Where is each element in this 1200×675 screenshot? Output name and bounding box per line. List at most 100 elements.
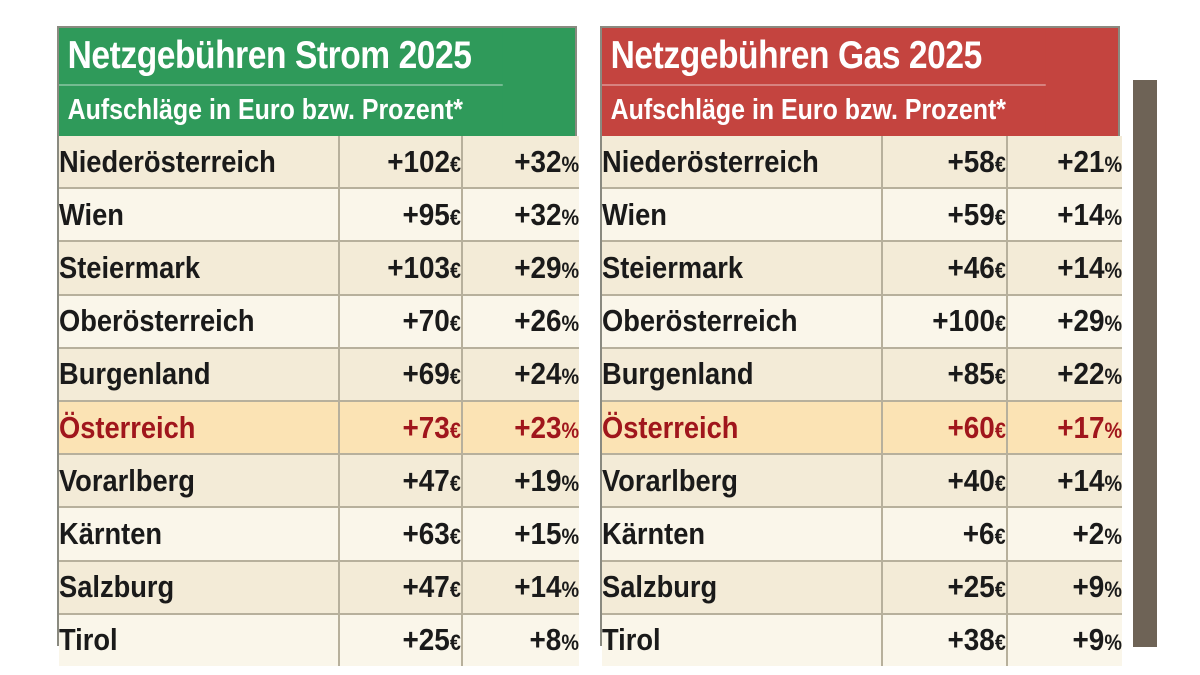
percent-value: +9 [1072, 569, 1105, 605]
strom-row: Niederösterreich +102€ +32% [59, 136, 579, 190]
percent-value: +32 [514, 143, 562, 179]
region-label: Oberösterreich [59, 303, 255, 339]
euro-value: +47 [402, 569, 450, 605]
euro-cell: +103€ [338, 240, 463, 296]
percent-value: +21 [1057, 143, 1105, 179]
region-cell: Vorarlberg [59, 453, 340, 509]
table-gas-body: Niederösterreich +58€ +21% Wien +59€ +14% Stei… [602, 136, 1122, 666]
percent-cell: +14% [1006, 187, 1122, 243]
euro-unit: € [449, 204, 461, 230]
euro-unit: € [449, 630, 461, 656]
euro-cell: +38€ [881, 612, 1008, 666]
euro-value: +59 [947, 196, 995, 232]
region-cell: Salzburg [602, 559, 883, 615]
euro-value: +58 [947, 143, 995, 179]
euro-value: +69 [402, 356, 450, 392]
euro-cell: +100€ [881, 293, 1008, 349]
strom-row: Steiermark +103€ +29% [59, 240, 579, 296]
percent-value: +14 [1057, 249, 1105, 285]
percent-value: +17 [1057, 409, 1105, 445]
euro-unit: € [449, 470, 461, 496]
percent-unit: % [1104, 364, 1122, 390]
percent-unit: % [1104, 470, 1122, 496]
euro-cell: +25€ [881, 559, 1008, 615]
percent-unit: % [561, 630, 579, 656]
percent-value: +9 [1072, 622, 1105, 658]
percent-value: +26 [514, 303, 562, 339]
percent-cell: +14% [1006, 453, 1122, 509]
percent-cell: +9% [1006, 612, 1122, 666]
gas-row: Steiermark +46€ +14% [602, 240, 1122, 296]
percent-unit: % [561, 257, 579, 283]
percent-value: +29 [514, 249, 562, 285]
percent-value: +8 [529, 622, 562, 658]
percent-cell: +24% [461, 346, 579, 402]
gas-row: Salzburg +25€ +9% [602, 559, 1122, 615]
euro-cell: +40€ [881, 453, 1008, 509]
euro-cell: +73€ [338, 399, 463, 456]
region-cell: Oberösterreich [602, 293, 883, 349]
percent-value: +19 [514, 462, 562, 498]
euro-cell: +59€ [881, 187, 1008, 243]
euro-value: +38 [947, 622, 995, 658]
region-label: Steiermark [602, 249, 744, 285]
euro-cell: +47€ [338, 453, 463, 509]
strom-row: Wien +95€ +32% [59, 187, 579, 243]
region-cell: Niederösterreich [602, 136, 883, 190]
region-cell: Wien [59, 187, 340, 243]
region-cell: Burgenland [602, 346, 883, 402]
percent-unit: % [561, 151, 579, 177]
region-label: Kärnten [602, 515, 706, 551]
strom-row: Vorarlberg +47€ +19% [59, 453, 579, 509]
euro-unit: € [994, 417, 1006, 443]
region-label: Salzburg [59, 569, 175, 605]
percent-value: +15 [514, 515, 562, 551]
percent-value: +32 [514, 196, 562, 232]
euro-unit: € [994, 311, 1006, 337]
region-cell: Steiermark [59, 240, 340, 296]
region-cell: Tirol [602, 612, 883, 666]
euro-cell: +85€ [881, 346, 1008, 402]
table-gas-header: Netzgebühren Gas 2025 Aufschläge in Euro… [602, 28, 1118, 136]
gas-row: Vorarlberg +40€ +14% [602, 453, 1122, 509]
euro-cell: +63€ [338, 506, 463, 562]
euro-unit: € [994, 257, 1006, 283]
strom-row: Salzburg +47€ +14% [59, 559, 579, 615]
region-cell: Kärnten [59, 506, 340, 562]
gas-row: Burgenland +85€ +22% [602, 346, 1122, 402]
percent-unit: % [1104, 523, 1122, 549]
euro-unit: € [449, 151, 461, 177]
gas-row: Oberösterreich +100€ +29% [602, 293, 1122, 349]
euro-cell: +58€ [881, 136, 1008, 190]
euro-value: +63 [402, 515, 450, 551]
table-gas-title: Netzgebühren Gas 2025 [602, 28, 1046, 84]
euro-value: +100 [932, 303, 995, 339]
decorative-side-bar [1133, 80, 1157, 647]
table-strom: Netzgebühren Strom 2025 Aufschläge in Eu… [57, 26, 579, 666]
euro-cell: +60€ [881, 399, 1008, 456]
strom-row: Kärnten +63€ +15% [59, 506, 579, 562]
euro-cell: +46€ [881, 240, 1008, 296]
percent-cell: +32% [461, 187, 579, 243]
percent-unit: % [1104, 311, 1122, 337]
percent-unit: % [561, 577, 579, 603]
region-cell: Kärnten [602, 506, 883, 562]
euro-value: +103 [387, 249, 450, 285]
gas-row: Wien +59€ +14% [602, 187, 1122, 243]
euro-cell: +47€ [338, 559, 463, 615]
euro-cell: +25€ [338, 612, 463, 666]
gas-row: Kärnten +6€ +2% [602, 506, 1122, 562]
euro-unit: € [994, 577, 1006, 603]
euro-unit: € [994, 364, 1006, 390]
table-gas-subtitle: Aufschläge in Euro bzw. Prozent* [602, 84, 1046, 136]
euro-cell: +69€ [338, 346, 463, 402]
percent-unit: % [1104, 151, 1122, 177]
euro-value: +46 [947, 249, 995, 285]
percent-cell: +9% [1006, 559, 1122, 615]
percent-cell: +29% [461, 240, 579, 296]
euro-value: +40 [947, 462, 995, 498]
region-label: Oberösterreich [602, 303, 798, 339]
euro-unit: € [449, 417, 461, 443]
percent-cell: +19% [461, 453, 579, 509]
euro-unit: € [449, 364, 461, 390]
